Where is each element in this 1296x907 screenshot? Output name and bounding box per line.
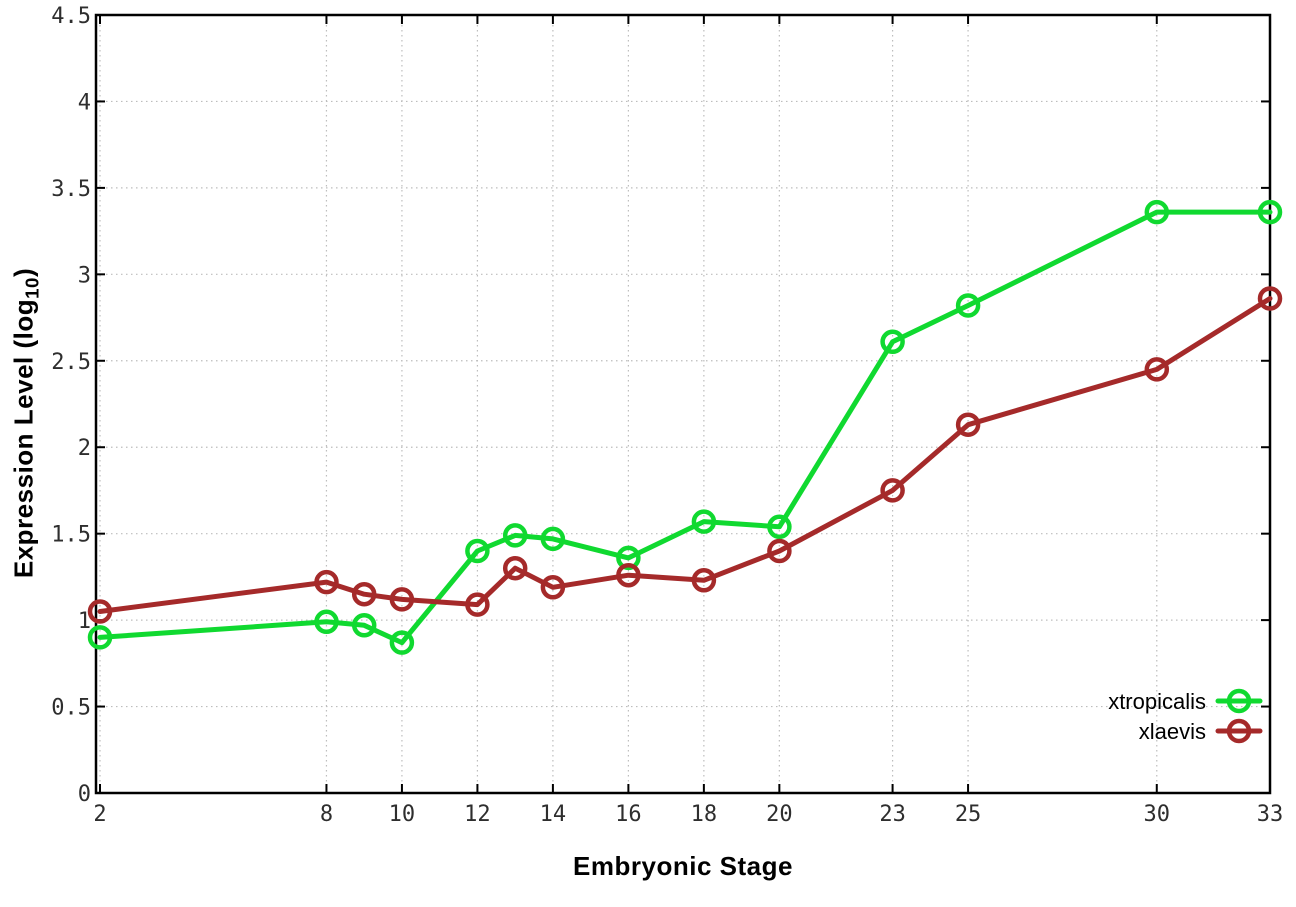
data-point-xlaevis bbox=[389, 587, 415, 612]
y-axis-title-subscript: 10 bbox=[21, 277, 43, 299]
y-tick-label: 2 bbox=[78, 436, 91, 461]
x-tick-label: 18 bbox=[691, 802, 718, 827]
legend: xtropicalis xlaevis bbox=[1108, 688, 1263, 744]
legend-label-xtropicalis: xtropicalis bbox=[1108, 689, 1206, 714]
series-xtropicalis bbox=[87, 199, 1283, 655]
legend-label-xlaevis: xlaevis bbox=[1139, 719, 1206, 744]
x-tick-label: 2 bbox=[93, 802, 106, 827]
data-point-xtropicalis bbox=[1144, 199, 1170, 225]
data-point-xtropicalis bbox=[87, 625, 113, 650]
y-axis-title: Expression Level (log10) bbox=[8, 267, 43, 579]
x-tick-label: 20 bbox=[766, 802, 793, 827]
data-point-xtropicalis bbox=[502, 523, 528, 548]
data-point-xtropicalis bbox=[1257, 199, 1283, 225]
x-tick-label: 12 bbox=[464, 802, 491, 827]
y-tick-label: 1 bbox=[78, 609, 91, 634]
plot-border bbox=[94, 13, 1272, 795]
tick-labels: 2 8 10 12 14 16 18 20 23 25 30 33 0 0.5 1 1.5 2 2.5 3 3.5 4 4… bbox=[51, 4, 1283, 827]
data-point-xtropicalis bbox=[465, 538, 490, 564]
x-tick-label: 33 bbox=[1257, 802, 1284, 827]
data-point-xlaevis bbox=[880, 478, 905, 503]
data-point-xlaevis bbox=[465, 592, 490, 617]
data-point-xlaevis bbox=[616, 562, 641, 588]
data-point-xlaevis bbox=[1144, 357, 1170, 382]
x-tick-label: 8 bbox=[320, 802, 333, 827]
x-tick-label: 16 bbox=[615, 802, 642, 827]
legend-sample-marker-xlaevis bbox=[1226, 718, 1252, 744]
x-tick-label: 10 bbox=[389, 802, 416, 827]
x-tick-label: 23 bbox=[879, 802, 906, 827]
gridlines bbox=[96, 14, 1271, 794]
y-tick-label: 0 bbox=[78, 782, 91, 807]
data-point-xtropicalis bbox=[351, 613, 377, 638]
x-tick-label: 25 bbox=[955, 802, 982, 827]
x-tick-label: 30 bbox=[1144, 802, 1171, 827]
y-tick-label: 1.5 bbox=[51, 523, 91, 548]
data-point-xtropicalis bbox=[540, 526, 566, 552]
data-point-xlaevis bbox=[955, 412, 981, 437]
data-point-xtropicalis bbox=[389, 630, 415, 655]
data-point-xlaevis bbox=[351, 581, 377, 607]
data-point-xtropicalis bbox=[616, 545, 641, 571]
y-tick-label: 3.5 bbox=[51, 177, 91, 202]
data-point-xtropicalis bbox=[314, 609, 339, 635]
data-point-xlaevis bbox=[1257, 286, 1283, 311]
data-point-xlaevis bbox=[540, 575, 566, 600]
y-tick-label: 3 bbox=[78, 263, 91, 288]
x-axis-title: Embryonic Stage bbox=[573, 851, 793, 881]
data-point-xtropicalis bbox=[767, 514, 792, 540]
series-line-xlaevis bbox=[97, 296, 1273, 614]
series-xlaevis bbox=[87, 286, 1283, 624]
y-tick-label: 4.5 bbox=[51, 4, 91, 29]
y-tick-label: 2.5 bbox=[51, 350, 91, 375]
data-point-xlaevis bbox=[314, 569, 339, 595]
y-axis-title-suffix: ) bbox=[8, 267, 39, 278]
y-tick-label: 4 bbox=[78, 90, 91, 115]
x-tick-label: 14 bbox=[540, 802, 567, 827]
data-point-xlaevis bbox=[502, 555, 528, 581]
data-point-xtropicalis bbox=[691, 509, 717, 534]
data-point-xlaevis bbox=[87, 599, 113, 624]
y-axis-title-text: Expression Level (log bbox=[8, 298, 39, 579]
data-point-xtropicalis bbox=[880, 329, 905, 355]
legend-sample-marker-xtropicalis bbox=[1226, 688, 1252, 714]
series-line-xtropicalis bbox=[97, 209, 1273, 646]
data-point-xlaevis bbox=[767, 538, 792, 564]
data-point-xlaevis bbox=[691, 568, 717, 593]
tick-marks bbox=[96, 14, 1271, 794]
data-point-xtropicalis bbox=[955, 293, 981, 318]
y-tick-label: 0.5 bbox=[51, 696, 91, 721]
